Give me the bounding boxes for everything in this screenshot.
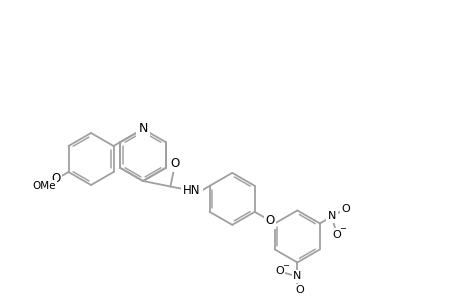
Text: N: N: [138, 122, 147, 136]
Text: O: O: [170, 158, 179, 170]
Text: O: O: [52, 172, 61, 185]
Text: −: −: [281, 261, 288, 270]
Text: −: −: [338, 224, 346, 233]
Text: O: O: [274, 266, 283, 276]
Text: OMe: OMe: [33, 181, 56, 191]
Text: O: O: [331, 230, 340, 239]
Text: N: N: [292, 272, 301, 281]
Text: HN: HN: [183, 184, 200, 197]
Text: O: O: [265, 214, 274, 227]
Text: O: O: [294, 285, 303, 296]
Text: N: N: [327, 212, 336, 221]
Text: O: O: [341, 204, 350, 214]
